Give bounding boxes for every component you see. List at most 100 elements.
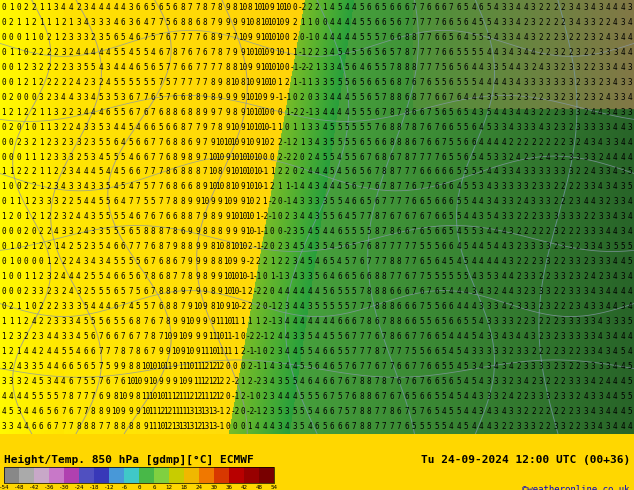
Text: 3: 3 xyxy=(546,242,550,251)
Text: 0: 0 xyxy=(16,227,21,236)
Text: 0: 0 xyxy=(285,122,290,132)
Text: 8: 8 xyxy=(173,48,178,57)
Text: 6: 6 xyxy=(389,392,394,401)
Text: 0: 0 xyxy=(1,63,6,72)
Text: 7: 7 xyxy=(374,407,379,416)
Text: 2: 2 xyxy=(538,347,543,356)
Text: 4: 4 xyxy=(330,182,334,192)
Text: 3: 3 xyxy=(561,108,566,117)
Text: 5: 5 xyxy=(352,272,356,281)
Text: 4: 4 xyxy=(516,332,521,341)
Text: 6: 6 xyxy=(397,287,401,296)
Text: 4: 4 xyxy=(322,108,327,117)
Text: 8: 8 xyxy=(404,48,409,57)
Text: 5: 5 xyxy=(449,407,453,416)
Text: 2: 2 xyxy=(561,407,566,416)
Text: 8: 8 xyxy=(210,78,215,87)
Text: 5: 5 xyxy=(464,257,469,266)
Text: 10: 10 xyxy=(260,78,269,87)
Text: 8: 8 xyxy=(389,317,394,326)
Text: 0: 0 xyxy=(233,422,237,431)
Text: 2: 2 xyxy=(68,257,73,266)
Text: 3: 3 xyxy=(278,347,282,356)
Text: 8: 8 xyxy=(136,347,140,356)
Text: Tu 24-09-2024 12:00 UTC (00+36): Tu 24-09-2024 12:00 UTC (00+36) xyxy=(421,455,630,465)
Text: 5: 5 xyxy=(419,317,424,326)
Text: 2: 2 xyxy=(538,33,543,42)
Text: 5: 5 xyxy=(106,227,110,236)
Text: 8: 8 xyxy=(382,377,387,386)
Text: 3: 3 xyxy=(561,78,566,87)
Text: 6: 6 xyxy=(120,377,126,386)
Text: 7: 7 xyxy=(411,272,417,281)
Text: 0: 0 xyxy=(16,33,21,42)
Text: 3: 3 xyxy=(628,122,633,132)
Text: 18: 18 xyxy=(181,485,188,490)
Text: 6: 6 xyxy=(322,347,327,356)
Text: 3: 3 xyxy=(322,93,327,102)
Text: 6: 6 xyxy=(441,152,446,162)
Text: 3: 3 xyxy=(546,287,550,296)
Text: 5: 5 xyxy=(359,78,364,87)
Text: 5: 5 xyxy=(322,212,327,221)
Text: 9: 9 xyxy=(217,272,223,281)
Text: 4: 4 xyxy=(621,48,625,57)
Text: 3: 3 xyxy=(91,18,96,27)
Text: 5: 5 xyxy=(352,48,356,57)
Text: 24: 24 xyxy=(195,485,202,490)
Text: 3: 3 xyxy=(508,197,514,206)
Text: 0: 0 xyxy=(255,392,260,401)
Text: 3: 3 xyxy=(516,422,521,431)
Text: 2: 2 xyxy=(54,257,58,266)
Text: 7: 7 xyxy=(411,212,417,221)
Text: 2: 2 xyxy=(68,48,73,57)
Text: 3: 3 xyxy=(605,63,610,72)
Text: 5: 5 xyxy=(628,257,633,266)
Text: 3: 3 xyxy=(285,302,290,311)
Text: 8: 8 xyxy=(188,152,193,162)
Text: 13: 13 xyxy=(193,407,202,416)
Text: 5: 5 xyxy=(330,302,334,311)
Text: 2: 2 xyxy=(605,18,610,27)
Text: 2: 2 xyxy=(46,227,51,236)
Text: 10: 10 xyxy=(260,122,269,132)
Text: 10: 10 xyxy=(253,108,262,117)
Text: 7: 7 xyxy=(61,392,66,401)
Text: 3: 3 xyxy=(605,48,610,57)
Text: 1: 1 xyxy=(300,138,304,147)
Text: 2: 2 xyxy=(553,362,558,371)
Text: 4: 4 xyxy=(113,122,118,132)
Text: 4: 4 xyxy=(128,152,133,162)
Text: 11: 11 xyxy=(171,407,180,416)
Text: 5: 5 xyxy=(427,272,431,281)
Text: 4: 4 xyxy=(128,182,133,192)
Text: 11: 11 xyxy=(193,377,202,386)
Text: 3: 3 xyxy=(91,152,96,162)
Text: 4: 4 xyxy=(613,347,618,356)
Text: 3: 3 xyxy=(621,317,625,326)
Text: 7: 7 xyxy=(411,242,417,251)
Text: 6: 6 xyxy=(441,108,446,117)
Text: 9: 9 xyxy=(255,63,260,72)
Text: 3: 3 xyxy=(76,63,81,72)
Text: -1: -1 xyxy=(245,392,254,401)
Text: 2: 2 xyxy=(292,18,297,27)
Text: 7: 7 xyxy=(136,108,140,117)
Text: -2: -2 xyxy=(238,302,247,311)
Text: 8: 8 xyxy=(195,182,200,192)
Text: 5: 5 xyxy=(128,272,133,281)
Text: 3: 3 xyxy=(546,257,550,266)
Text: 6: 6 xyxy=(113,332,118,341)
Text: 0: 0 xyxy=(16,257,21,266)
Text: 0: 0 xyxy=(322,18,327,27)
Text: 5: 5 xyxy=(628,362,633,371)
Text: 4: 4 xyxy=(621,377,625,386)
Text: 6: 6 xyxy=(359,138,364,147)
Text: 5: 5 xyxy=(68,347,73,356)
Text: 4: 4 xyxy=(292,317,297,326)
Text: 1: 1 xyxy=(16,347,21,356)
Text: 3: 3 xyxy=(591,33,595,42)
Text: 7: 7 xyxy=(382,347,387,356)
Text: 4: 4 xyxy=(91,108,96,117)
Text: 0: 0 xyxy=(31,302,36,311)
